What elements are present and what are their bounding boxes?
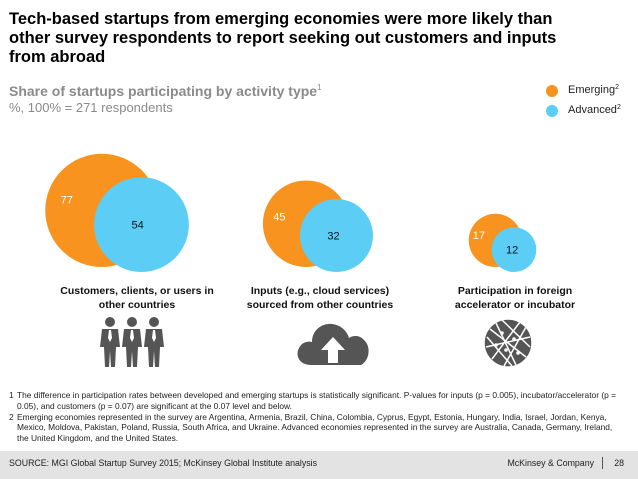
legend-sup-advanced: 2 bbox=[616, 104, 621, 111]
category-label-accelerator: Participation in foreign accelerator or … bbox=[454, 285, 576, 311]
circle-chart: 77 54 45 32 17 12 bbox=[45, 153, 537, 272]
cloud-upload-icon bbox=[297, 323, 369, 365]
chart-title-footnote-ref: 1 bbox=[317, 83, 322, 92]
legend-label-advanced: Advanced2 bbox=[568, 104, 621, 116]
legend-label-emerging: Emerging2 bbox=[568, 84, 619, 96]
circle-advanced-inputs bbox=[299, 199, 373, 272]
footnote-2-number: 2 bbox=[9, 411, 14, 422]
chart-title-text: Share of startups participating by activ… bbox=[9, 83, 318, 99]
footnotes: 1 The difference in participation rates b… bbox=[9, 390, 619, 444]
globe-icon bbox=[483, 318, 533, 368]
value-label-advanced-inputs: 32 bbox=[327, 231, 339, 243]
footer-divider bbox=[602, 457, 603, 469]
value-label-emerging-customers: 77 bbox=[61, 195, 73, 207]
footnote-2: 2 Emerging economies represented in the s… bbox=[9, 412, 619, 444]
brand-name: McKinsey & Company bbox=[507, 458, 594, 468]
people-group-icon bbox=[100, 317, 164, 367]
chart-title: Share of startups participating by activ… bbox=[9, 83, 322, 99]
value-label-advanced-accelerator: 12 bbox=[506, 245, 518, 257]
source-note: SOURCE: MGI Global Startup Survey 2015; … bbox=[9, 458, 318, 468]
footer-bar: SOURCE: MGI Global Startup Survey 2015; … bbox=[0, 451, 638, 479]
category-label-inputs: Inputs (e.g., cloud services) sourced fr… bbox=[246, 285, 394, 311]
circle-advanced-accelerator bbox=[491, 227, 537, 272]
headline: Tech-based startups from emerging econom… bbox=[9, 10, 557, 66]
footnote-1-number: 1 bbox=[9, 390, 14, 400]
legend-text-emerging: Emerging bbox=[568, 84, 616, 96]
category-label-customers: Customers, clients, or users in other co… bbox=[60, 285, 214, 311]
legend-text-advanced: Advanced bbox=[568, 104, 617, 116]
value-label-emerging-accelerator: 17 bbox=[473, 230, 485, 242]
legend-sup-emerging: 2 bbox=[615, 84, 619, 91]
chart-subtitle: %, 100% = 271 respondents bbox=[9, 100, 173, 115]
legend-swatch-emerging bbox=[546, 85, 558, 97]
page-number: 28 bbox=[614, 458, 624, 468]
value-label-advanced-customers: 54 bbox=[132, 220, 144, 232]
footnote-1: 1 The difference in participation rates b… bbox=[9, 390, 619, 412]
legend-swatch-advanced bbox=[546, 105, 558, 117]
footnote-2-text: Emerging economies represented in the su… bbox=[17, 411, 613, 444]
footnote-1-text: The difference in participation rates be… bbox=[17, 390, 616, 411]
value-label-emerging-inputs: 45 bbox=[273, 212, 285, 224]
circle-advanced-customers bbox=[94, 177, 189, 272]
